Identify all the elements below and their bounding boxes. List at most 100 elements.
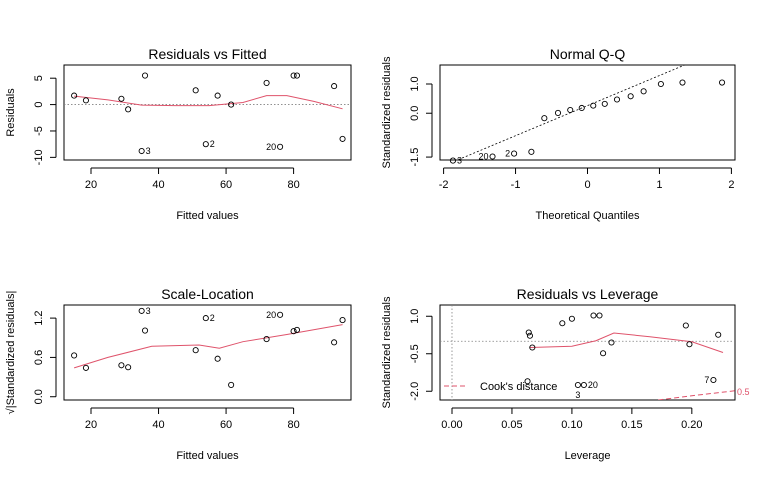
data-point [541,115,548,122]
x-axis-label: Leverage [565,450,611,462]
data-point [715,331,722,338]
x-tick-label: 1 [656,179,662,191]
data-point [528,148,535,155]
data-point [529,344,536,351]
y-tick-label: -0.5 [409,344,421,363]
data-point [568,315,575,322]
panel-3: Residuals vs Leverage Leverage Standardize… [381,286,750,462]
data-point [141,327,149,334]
y-tick-label: 0.0 [409,106,421,121]
x-tick-label: -1 [511,179,521,191]
data-point [590,102,597,109]
panel-1: Normal Q-Q Theoretical Quantiles Standardi… [381,46,736,222]
x-tick-label: -2 [439,179,449,191]
data-point [601,100,608,107]
x-tick-label: 0.00 [441,419,462,431]
point-label: 3 [146,306,151,316]
data-point [679,79,686,86]
data-point [125,364,132,371]
data-point [525,329,532,336]
y-tick-label: 0 [33,102,45,108]
point-label: 2 [210,139,215,149]
qq-reference-line [456,65,685,160]
data-point [71,92,78,99]
x-tick-label: 2 [728,179,734,191]
panel-0: Residuals vs Fitted Fitted values Residual… [5,46,352,222]
point-label: 20 [266,310,276,320]
x-tick-label: 0.05 [501,419,522,431]
data-point [339,317,346,324]
x-tick-label: 40 [152,419,164,431]
y-tick-label: -10 [33,149,45,165]
data-point [277,143,284,150]
data-point [71,352,78,359]
data-point [214,92,221,99]
data-point [202,141,209,148]
data-point [331,83,338,90]
panel-title: Normal Q-Q [550,46,626,62]
data-point [293,326,301,333]
y-tick-label: 5 [33,75,45,81]
data-point [596,312,603,319]
legend-label: Cook's distance [480,381,557,393]
data-point [657,80,664,88]
panel-2: Scale-Location Fitted values √|Standardize… [5,286,352,462]
data-point [263,79,270,86]
x-tick-label: 80 [287,179,299,191]
point-label: 20 [266,142,276,152]
data-point [580,381,587,389]
data-point [489,153,496,160]
data-point [682,322,689,329]
plot-box [439,64,736,161]
data-point [567,106,574,114]
data-point [125,106,132,113]
data-point [524,378,531,385]
x-tick-label: 0.15 [621,419,642,431]
data-point [141,72,149,79]
data-point [138,307,145,314]
x-tick-label: 20 [85,179,97,191]
cooks-distance-line [658,390,735,400]
data-point [214,355,221,362]
data-point [82,97,89,104]
data-point [228,101,235,108]
x-tick-label: 20 [85,419,97,431]
y-tick-label: 0.6 [33,350,45,365]
x-tick-label: 0 [584,179,590,191]
x-axis-label: Fitted values [176,210,239,222]
data-point [331,339,338,346]
y-axis-label: Standardized residuals [381,296,393,408]
point-label: 3 [575,390,580,400]
y-tick-label: -2.0 [409,382,421,401]
panel-title: Scale-Location [161,286,254,302]
x-tick-label: 0.20 [681,419,702,431]
data-point [554,109,562,116]
data-point [82,364,89,371]
smooth-line [74,95,343,110]
x-tick-label: 0.10 [561,419,582,431]
y-axis-label: √|Standardized residuals| [5,291,17,415]
y-tick-label: -5 [33,126,45,136]
data-point [138,147,145,155]
y-tick-label: 0.0 [33,389,45,404]
plot-box [63,64,352,161]
data-point [608,339,615,346]
data-point [613,96,621,103]
x-tick-label: 60 [220,419,232,431]
data-point [627,93,634,100]
x-tick-label: 80 [287,419,299,431]
data-point [228,381,235,388]
data-point [449,157,457,164]
data-point [290,72,297,79]
data-point [718,79,726,86]
data-point [118,95,125,102]
y-axis-label: Standardized residuals [381,56,393,168]
data-point [339,135,346,142]
point-label: 7 [704,375,709,385]
point-label: 20 [479,151,489,161]
data-point [578,104,585,112]
data-point [600,350,607,357]
y-tick-label: 1.2 [33,310,45,325]
smooth-line [529,332,724,353]
